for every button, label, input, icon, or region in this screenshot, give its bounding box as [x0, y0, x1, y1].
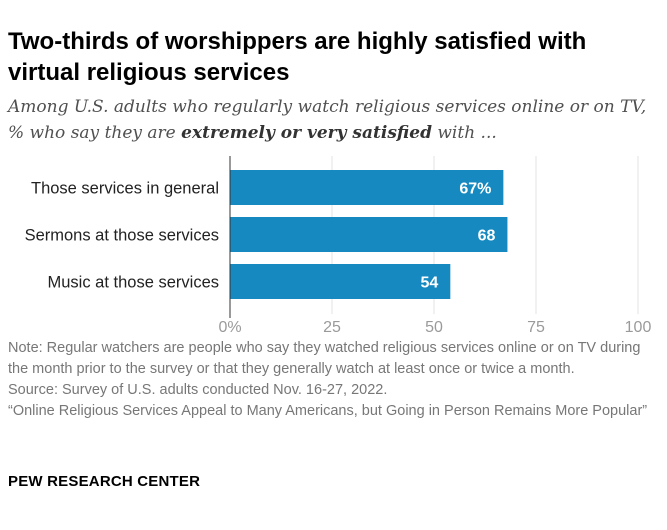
subtitle-emphasis: extremely or very satisfied: [181, 123, 432, 143]
note-text: Note: Regular watchers are people who sa…: [8, 340, 641, 377]
bar-chart: Those services in general 67% Sermons at t…: [25, 156, 652, 336]
bar: [230, 170, 504, 205]
category-label: Sermons at those services: [25, 227, 219, 245]
tick-label: 100: [625, 319, 652, 336]
data-label: 67%: [459, 181, 491, 198]
source-text: Source: Survey of U.S. adults conducted …: [8, 382, 388, 398]
chart-title: Two-thirds of worshippers are highly sat…: [8, 28, 587, 86]
subtitle-prefix: Among U.S. adults who regularly watch re…: [8, 97, 647, 143]
category-label: Those services in general: [31, 180, 219, 198]
bar: [230, 217, 508, 252]
data-label: 68: [478, 228, 496, 245]
tick-label: 75: [527, 319, 545, 336]
data-label: 54: [421, 275, 439, 292]
tick-label: 0%: [218, 319, 241, 336]
bar: [230, 264, 451, 299]
subtitle-suffix: with ...: [431, 123, 497, 143]
chart-notes: Note: Regular watchers are people who sa…: [8, 338, 663, 422]
tick-label: 25: [323, 319, 341, 336]
report-title: “Online Religious Services Appeal to Man…: [8, 403, 648, 419]
tick-label: 50: [425, 319, 443, 336]
chart-subtitle: Among U.S. adults who regularly watch re…: [8, 94, 663, 146]
category-label: Music at those services: [48, 274, 219, 292]
pew-logo-text: PEW RESEARCH CENTER: [8, 473, 201, 490]
